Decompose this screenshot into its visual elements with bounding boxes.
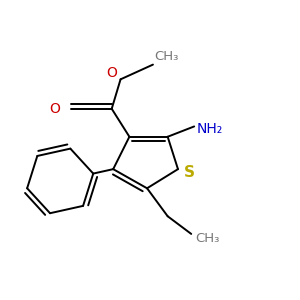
Text: CH₃: CH₃ [154, 50, 179, 63]
Text: NH₂: NH₂ [197, 122, 224, 136]
Text: O: O [49, 102, 60, 116]
Text: O: O [107, 66, 118, 80]
Text: S: S [184, 165, 195, 180]
Text: CH₃: CH₃ [196, 232, 220, 245]
